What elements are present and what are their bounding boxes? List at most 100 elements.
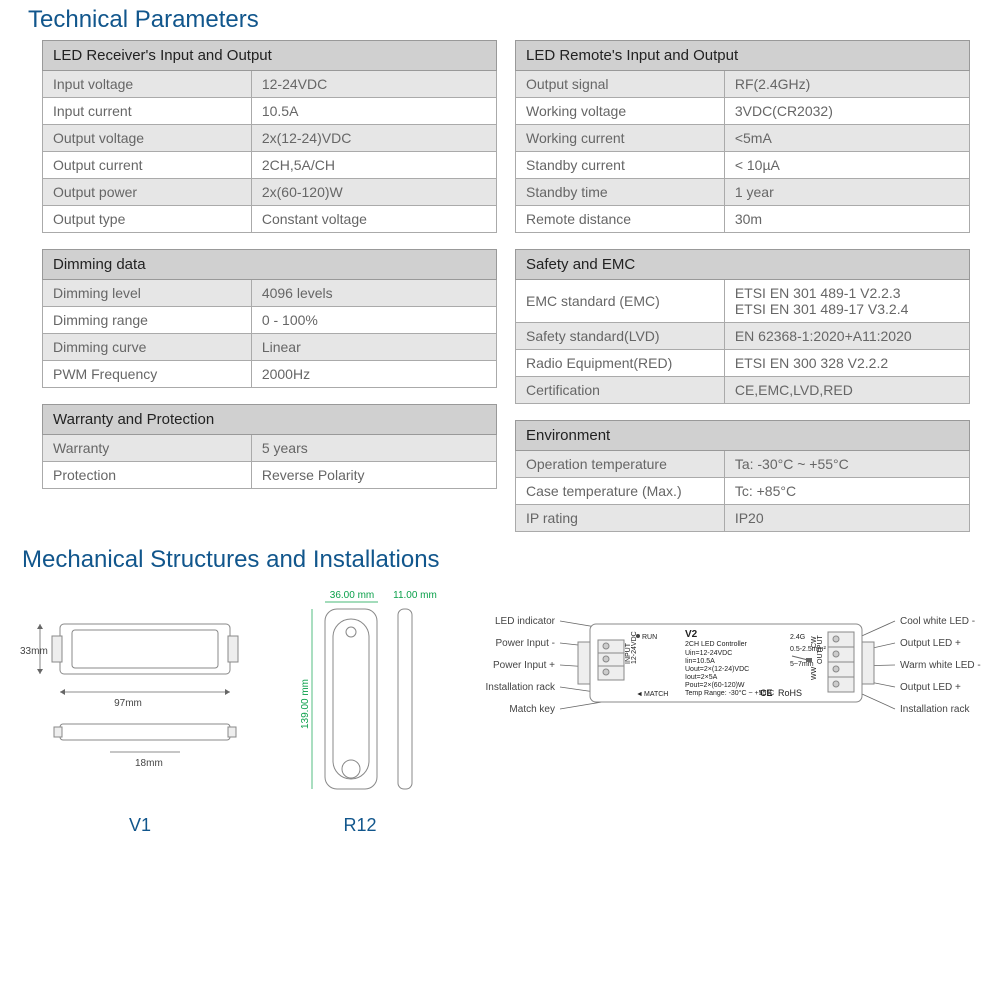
v2-ann-right: Warm white LED - — [900, 660, 981, 671]
v1-label: V1 — [20, 815, 260, 836]
cell-v: EN 62368-1:2020+A11:2020 — [724, 323, 969, 350]
table-title: LED Remote's Input and Output — [516, 41, 970, 71]
r12-label: R12 — [270, 815, 450, 836]
v2-spec: Uin=12-24VDC — [685, 650, 732, 657]
cell-k: Safety standard(LVD) — [516, 323, 725, 350]
cell-v: 5 years — [251, 435, 496, 462]
cell-v: ETSI EN 301 489-1 V2.2.3 ETSI EN 301 489… — [724, 280, 969, 323]
warranty-table: Warranty and Protection Warranty5 years … — [42, 404, 497, 489]
v2-diagram-icon: LED indicator Power Input - Power Input … — [460, 584, 990, 804]
tech-params-heading: Technical Parameters — [0, 0, 1000, 40]
v2-ww: WW — [811, 666, 818, 680]
left-column: LED Receiver's Input and Output Input vo… — [42, 40, 497, 532]
cell-v: 2000Hz — [251, 361, 496, 388]
cell-v: <5mA — [724, 125, 969, 152]
cell-k: Output current — [43, 152, 252, 179]
v2-ann-left: Installation rack — [486, 682, 556, 693]
cell-v: Ta: -30°C ~ +55°C — [724, 451, 969, 478]
cell-k: Working voltage — [516, 98, 725, 125]
v2-spec: Pout=2×(60-120)W — [685, 682, 745, 689]
cell-v: 0 - 100% — [251, 307, 496, 334]
cell-k: Dimming level — [43, 280, 252, 307]
v2-ann-right: Installation rack — [900, 704, 970, 715]
v2-ann-left: Power Input - — [496, 638, 555, 649]
v2-rohs: RoHS — [778, 688, 802, 698]
receiver-table: LED Receiver's Input and Output Input vo… — [42, 40, 497, 233]
cell-k: Output voltage — [43, 125, 252, 152]
v2-sub: 2CH LED Controller — [685, 641, 748, 648]
table-title: LED Receiver's Input and Output — [43, 41, 497, 71]
right-column: LED Remote's Input and Output Output sig… — [515, 40, 970, 532]
v2-match-label: MATCH — [644, 691, 668, 698]
v2-ann-right: Cool white LED - — [900, 616, 975, 627]
cell-k: Standby time — [516, 179, 725, 206]
v2-diagram-block: LED indicator Power Input - Power Input … — [460, 584, 990, 836]
cell-v: CE,EMC,LVD,RED — [724, 377, 969, 404]
v1-diagram-block: 33mm 97mm 18mm V1 — [20, 584, 260, 836]
cell-v: IP20 — [724, 505, 969, 532]
cell-v: Reverse Polarity — [251, 462, 496, 489]
table-title: Warranty and Protection — [43, 405, 497, 435]
cell-k: IP rating — [516, 505, 725, 532]
r12-diagram-block: 36.00 mm 11.00 mm 139.00 mm R12 — [270, 584, 450, 836]
cell-k: Dimming range — [43, 307, 252, 334]
cell-k: PWM Frequency — [43, 361, 252, 388]
cell-v: 1 year — [724, 179, 969, 206]
env-table: Environment Operation temperatureTa: -30… — [515, 420, 970, 532]
remote-table: LED Remote's Input and Output Output sig… — [515, 40, 970, 233]
r12-height: 139.00 mm — [300, 679, 311, 729]
cell-k: Protection — [43, 462, 252, 489]
mech-heading: Mechanical Structures and Installations — [0, 540, 1000, 580]
dimming-table: Dimming data Dimming level4096 levels Di… — [42, 249, 497, 388]
cell-v: Tc: +85°C — [724, 478, 969, 505]
v2-match: ◄ — [636, 691, 643, 698]
cell-k: Input voltage — [43, 71, 252, 98]
table-title: Environment — [516, 421, 970, 451]
table-title: Dimming data — [43, 250, 497, 280]
v1-depth: 18mm — [135, 758, 163, 769]
cell-k: Standby current — [516, 152, 725, 179]
cell-k: Certification — [516, 377, 725, 404]
v2-output: OUTPUT — [817, 635, 824, 665]
safety-table: Safety and EMC EMC standard (EMC)ETSI EN… — [515, 249, 970, 404]
v2-vdc: 12-24VDC — [631, 631, 638, 664]
cell-k: Input current — [43, 98, 252, 125]
cell-v: RF(2.4GHz) — [724, 71, 969, 98]
v1-width: 97mm — [114, 698, 142, 709]
v2-cw: CW — [811, 636, 818, 648]
cell-v: Constant voltage — [251, 206, 496, 233]
cell-v: Linear — [251, 334, 496, 361]
cell-v: 10.5A — [251, 98, 496, 125]
v2-ann-left: LED indicator — [495, 616, 556, 627]
v2-spec: Iin=10.5A — [685, 658, 715, 665]
cell-v: 3VDC(CR2032) — [724, 98, 969, 125]
v2-run: RUN — [642, 634, 657, 641]
v1-height: 33mm — [20, 646, 48, 657]
r12-diagram-icon: 36.00 mm 11.00 mm 139.00 mm — [270, 584, 450, 804]
cell-k: Working current — [516, 125, 725, 152]
v2-spec: Uout=2×(12-24)VDC — [685, 666, 749, 673]
cell-v: 2CH,5A/CH — [251, 152, 496, 179]
cell-k: Output signal — [516, 71, 725, 98]
cell-k: Case temperature (Max.) — [516, 478, 725, 505]
cell-v: 2x(12-24)VDC — [251, 125, 496, 152]
cell-v: 12-24VDC — [251, 71, 496, 98]
cell-v: 2x(60-120)W — [251, 179, 496, 206]
cell-k: EMC standard (EMC) — [516, 280, 725, 323]
r12-depth: 11.00 mm — [393, 590, 437, 601]
v2-24g: 2.4G — [790, 634, 805, 641]
r12-width: 36.00 mm — [330, 590, 374, 601]
mech-diagrams: 33mm 97mm 18mm V1 36.00 mm 11.00 mm — [0, 580, 1000, 836]
v1-diagram-icon: 33mm 97mm 18mm — [20, 584, 260, 804]
v2-ce: CE — [760, 688, 773, 698]
v2-ann-right: Output LED + — [900, 638, 961, 649]
cell-v: 4096 levels — [251, 280, 496, 307]
cell-k: Output power — [43, 179, 252, 206]
cell-k: Remote distance — [516, 206, 725, 233]
v2-spec: Iout=2×5A — [685, 674, 718, 681]
v2-title: V2 — [685, 629, 698, 640]
table-title: Safety and EMC — [516, 250, 970, 280]
cell-v: ETSI EN 300 328 V2.2.2 — [724, 350, 969, 377]
cell-v: < 10µA — [724, 152, 969, 179]
cell-k: Operation temperature — [516, 451, 725, 478]
